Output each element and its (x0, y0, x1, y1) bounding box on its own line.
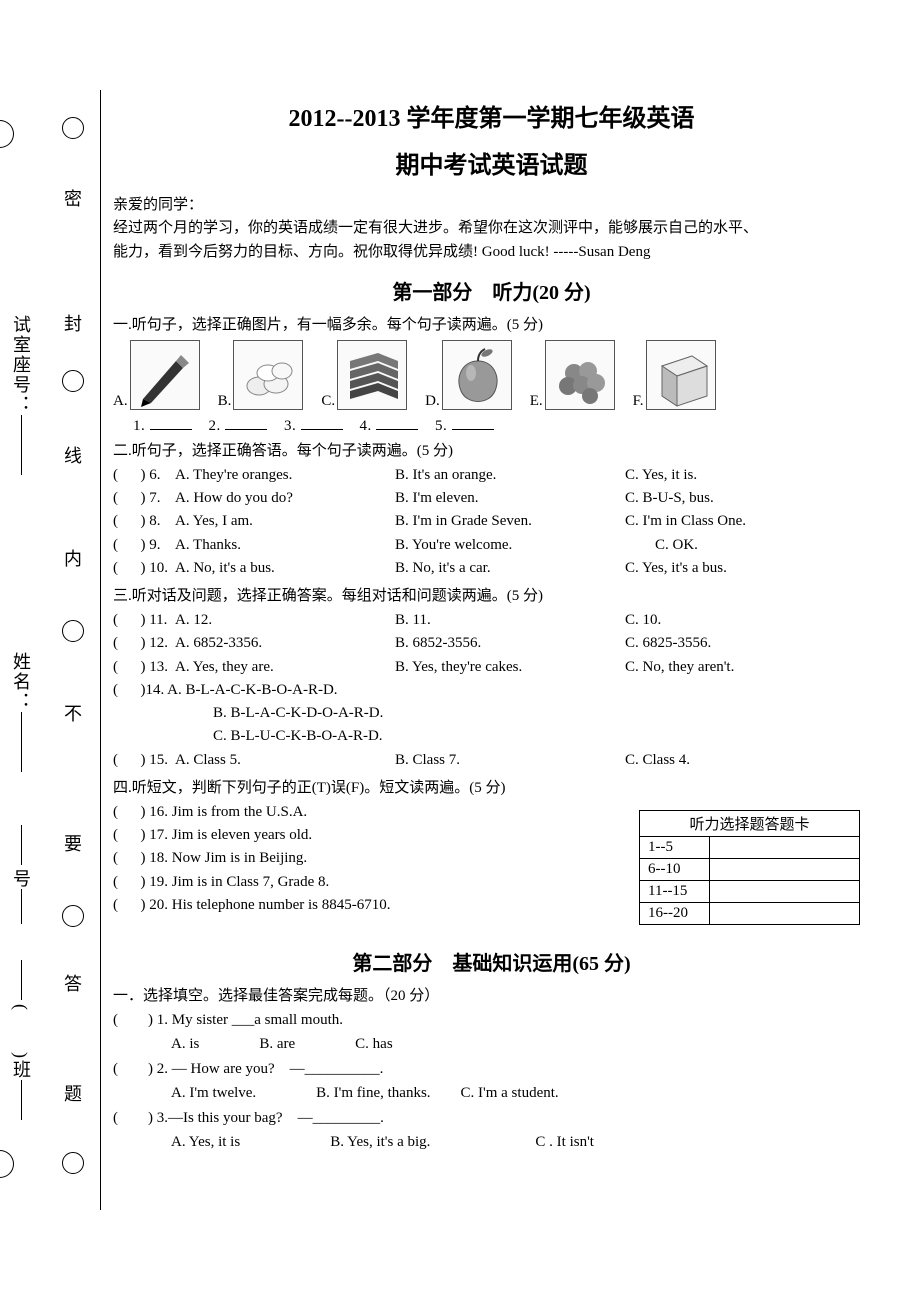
vlabel-class: ( )班 (8, 960, 34, 1120)
blank-4[interactable] (376, 416, 418, 430)
margin-char-ti: 题 (62, 1080, 84, 1106)
page-title-1: 2012--2013 学年度第一学期七年级英语 (113, 98, 870, 133)
q10: ( ) 10. A. No, it's a bus.B. No, it's a … (113, 557, 870, 580)
q14-c: C. B-L-U-C-K-B-O-A-R-D. (113, 725, 870, 748)
page: 2012--2013 学年度第一学期七年级英语 期中考试英语试题 亲爱的同学： … (100, 90, 890, 1210)
books-icon (337, 340, 407, 410)
picture-row: A. B. C. (113, 340, 870, 410)
vlabel-number: 号 (8, 825, 34, 924)
answer-card-range: 16--20 (640, 903, 710, 925)
part2-heading: 第二部分 基础知识运用(65 分) (113, 947, 870, 976)
margin-circle (62, 1152, 84, 1174)
picture-option-f: F. (633, 340, 716, 410)
p2q1-opts: A. is B. are C. has (113, 1032, 870, 1058)
section2-instr: 二.听句子，选择正确答语。每个句子读两遍。(5 分) (113, 439, 870, 460)
answer-card-cell[interactable] (710, 837, 860, 859)
p2q3-opts: A. Yes, it is B. Yes, it's a big. C . It… (113, 1130, 870, 1156)
p2q2: ( ) 2. — How are you? —__________. (113, 1058, 870, 1081)
answer-card-table: 听力选择题答题卡 1--5 6--10 11--15 16--20 (639, 810, 860, 925)
grapes-icon (545, 340, 615, 410)
q13: ( ) 13. A. Yes, they are.B. Yes, they're… (113, 656, 870, 679)
section1-instr: 一.听句子，选择正确图片，有一幅多余。每个句子读两遍。(5 分) (113, 313, 870, 334)
margin-circle (62, 117, 84, 139)
q9: ( ) 9. A. Thanks.B. You're welcome. C. O… (113, 534, 870, 557)
q14-b: B. B-L-A-C-K-D-O-A-R-D. (113, 702, 870, 725)
margin-char-nei: 内 (62, 545, 84, 571)
q8: ( ) 8. A. Yes, I am.B. I'm in Grade Seve… (113, 510, 870, 533)
blank-answers-row: 1. 2. 3. 4. 5. (133, 416, 870, 435)
answer-card-range: 1--5 (640, 837, 710, 859)
picture-option-b: B. (218, 340, 304, 410)
margin-circle (62, 905, 84, 927)
margin-char-mi: 密 (62, 185, 84, 211)
vlabel-seat: 试室座号： (8, 315, 34, 475)
blank-1[interactable] (150, 416, 192, 430)
binding-margin: 试室座号： 姓名： 号 ( )班 密 封 线 内 不 要 答 题 (0, 90, 100, 1210)
picture-option-d: D. (425, 340, 512, 410)
answer-card-range: 11--15 (640, 881, 710, 903)
intro-greet: 亲爱的同学： (113, 194, 870, 217)
q7: ( ) 7. A. How do you do?B. I'm eleven.C.… (113, 487, 870, 510)
p2q3: ( ) 3.—Is this your bag? —_________. (113, 1107, 870, 1130)
margin-char-bu: 不 (62, 700, 84, 726)
q12: ( ) 12. A. 6852-3356.B. 6852-3556.C. 682… (113, 632, 870, 655)
half-circle-bottom (0, 1150, 14, 1178)
intro-line1: 经过两个月的学习，你的英语成绩一定有很大进步。希望你在这次测评中，能够展示自己的… (113, 217, 870, 240)
intro-block: 亲爱的同学： 经过两个月的学习，你的英语成绩一定有很大进步。希望你在这次测评中，… (113, 194, 870, 264)
part2-s1-instr: 一．选择填空。选择最佳答案完成每题。（20 分） (113, 984, 870, 1005)
answer-card-cell[interactable] (710, 881, 860, 903)
margin-char-feng: 封 (62, 310, 84, 336)
section4-instr: 四.听短文，判断下列句子的正(T)误(F)。短文读两遍。(5 分) (113, 776, 870, 797)
margin-char-yao: 要 (62, 830, 84, 856)
answer-card-cell[interactable] (710, 903, 860, 925)
blank-2[interactable] (225, 416, 267, 430)
p2q1: ( ) 1. My sister ___a small mouth. (113, 1009, 870, 1032)
vlabel-name: 姓名： (8, 652, 34, 772)
page-title-2: 期中考试英语试题 (113, 145, 870, 180)
blank-5[interactable] (452, 416, 494, 430)
pen-icon (130, 340, 200, 410)
box-icon (646, 340, 716, 410)
answer-card-title: 听力选择题答题卡 (640, 811, 860, 837)
margin-char-da: 答 (62, 970, 84, 996)
answer-card-cell[interactable] (710, 859, 860, 881)
picture-option-a: A. (113, 340, 200, 410)
half-circle-top (0, 120, 14, 148)
answer-card-range: 6--10 (640, 859, 710, 881)
q15: ( ) 15. A. Class 5.B. Class 7.C. Class 4… (113, 749, 870, 772)
q11: ( ) 11. A. 12.B. 11.C. 10. (113, 609, 870, 632)
p2q2-opts: A. I'm twelve. B. I'm fine, thanks. C. I… (113, 1081, 870, 1107)
picture-option-e: E. (530, 340, 615, 410)
margin-char-xian: 线 (62, 442, 84, 468)
margin-circle (62, 370, 84, 392)
apple-icon (442, 340, 512, 410)
section3-instr: 三.听对话及问题，选择正确答案。每组对话和问题读两遍。(5 分) (113, 584, 870, 605)
q14: ( )14. A. B-L-A-C-K-B-O-A-R-D. (113, 679, 870, 702)
margin-circle (62, 620, 84, 642)
q6: ( ) 6. A. They're oranges.B. It's an ora… (113, 464, 870, 487)
eggs-icon (233, 340, 303, 410)
part1-heading: 第一部分 听力(20 分) (113, 276, 870, 305)
blank-3[interactable] (301, 416, 343, 430)
intro-line2: 能力，看到今后努力的目标、方向。祝你取得优异成绩! Good luck! ---… (113, 241, 870, 264)
picture-option-c: C. (321, 340, 407, 410)
